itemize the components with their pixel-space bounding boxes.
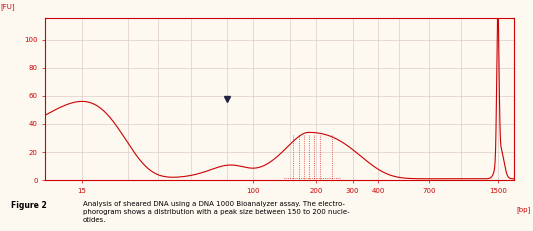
Text: [bp]: [bp] (516, 206, 531, 213)
Text: [FU]: [FU] (0, 4, 15, 10)
Text: Analysis of sheared DNA using a DNA 1000 Bioanalyzer assay. The electro-
phorogr: Analysis of sheared DNA using a DNA 1000… (83, 201, 349, 223)
Text: Figure 2: Figure 2 (11, 201, 46, 210)
